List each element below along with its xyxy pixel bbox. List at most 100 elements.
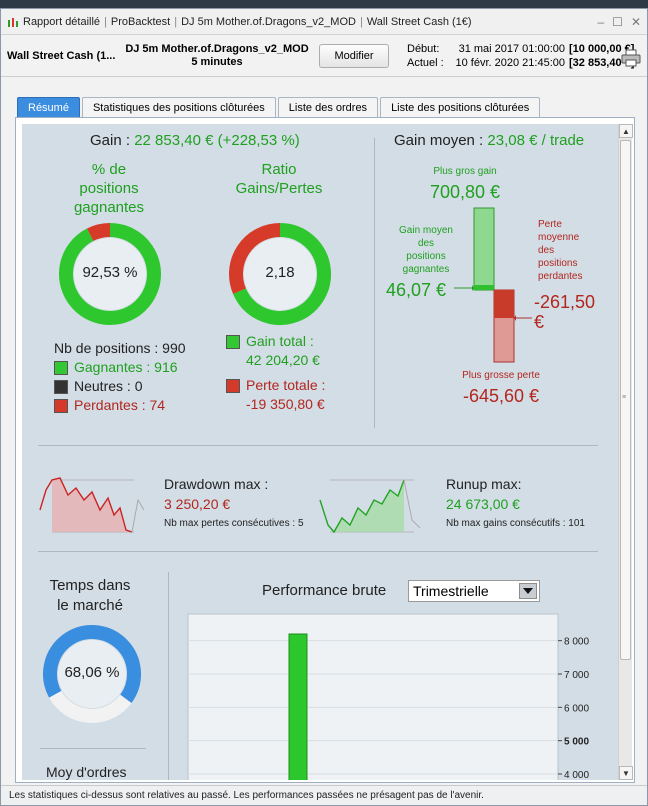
gain-total-label: Gain total :: [246, 333, 314, 349]
winning-pct-value: 92,53 %: [82, 264, 138, 281]
losers-legend-icon: [54, 399, 68, 413]
nb-positions: Nb de positions : 990: [54, 340, 186, 356]
tab-bar: Résumé Statistiques des positions clôtur…: [17, 97, 541, 117]
avg-gain-label: Gain moyen :: [394, 132, 484, 149]
current-value: [32 853,40 €]: [569, 56, 635, 69]
start-date: 31 mai 2017 01:00:00: [458, 42, 565, 55]
section-divider-1: [38, 445, 598, 446]
winning-pct-center: [74, 238, 146, 310]
biggest-gain-label: Plus gros gain: [433, 166, 497, 177]
market-time-title: Temps dans le marché: [49, 577, 131, 614]
avg-win-value: 46,07 €: [386, 280, 447, 300]
neutral-count: Neutres : 0: [74, 378, 143, 394]
tab-orders-list[interactable]: Liste des ordres: [277, 97, 379, 117]
chart-plot-area: [187, 613, 559, 780]
avg-loss-value: -261,50 €: [534, 292, 596, 332]
strategy-name: DJ 5m Mother.of.Dragons_v2_MOD: [125, 42, 309, 55]
instrument-name: Wall Street Cash (1...: [7, 49, 116, 62]
avg-gain-header: Gain moyen : 23,08 € / trade: [394, 132, 584, 149]
current-date: 10 févr. 2020 21:45:00: [455, 56, 565, 69]
vertical-scrollbar[interactable]: ▲ ≡ ▼: [618, 124, 633, 780]
minimize-icon[interactable]: –: [597, 14, 605, 29]
close-icon[interactable]: ✕: [630, 14, 641, 29]
ratio-value: 2,18: [265, 264, 295, 281]
chart-tick-label: 6 000: [564, 703, 589, 714]
ratio-donut: [229, 223, 331, 325]
winners-legend-icon: [54, 361, 68, 375]
loss-total-value: -19 350,80 €: [246, 396, 325, 412]
maximize-icon[interactable]: ☐: [612, 14, 623, 29]
market-time-center: [58, 640, 126, 708]
neutral-legend-icon: [54, 380, 68, 394]
title-item-strategy: DJ 5m Mother.of.Dragons_v2_MOD: [181, 15, 356, 28]
section-divider-vertical: [374, 138, 375, 428]
winning-pct-title: % de positions gagnantes: [73, 161, 145, 216]
dates-block: Début: 31 mai 2017 01:00:00 [10 000,00 €] …: [407, 42, 634, 70]
current-label: Actuel :: [407, 56, 444, 69]
chart-app-icon: [8, 17, 18, 27]
strategy-info: DJ 5m Mother.of.Dragons_v2_MOD 5 minutes: [119, 43, 315, 69]
runup-sub: Nb max gains consécutifs : 101: [446, 518, 585, 529]
timeframe: 5 minutes: [191, 55, 243, 68]
start-label: Début:: [407, 42, 440, 55]
gain-label: Gain :: [90, 132, 131, 149]
title-item-probacktest: ProBacktest: [110, 15, 171, 28]
winning-pct-donut: [59, 223, 161, 325]
chart-tick-label: 5 000: [564, 737, 589, 748]
scroll-down-icon[interactable]: ▼: [619, 766, 633, 780]
ratio-title: Ratio Gains/Pertes: [235, 161, 323, 197]
chart-tick-label: 4 000: [564, 770, 589, 780]
printer-icon[interactable]: [621, 49, 641, 67]
runup-sparkline: [319, 479, 421, 534]
drawdown-label: Drawdown max :: [164, 476, 269, 492]
modify-button[interactable]: Modifier: [319, 43, 389, 68]
start-value: [10 000,00 €]: [569, 42, 635, 55]
summary-panel: Gain : 22 853,40 € (+228,53 %) % de posi…: [15, 117, 635, 783]
drawdown-sparkline: [39, 477, 145, 533]
ratio-center: [244, 238, 316, 310]
title-bar: Rapport détaillé | ProBacktest | DJ 5m M…: [1, 9, 647, 35]
chart-tick-label: 8 000: [564, 637, 589, 648]
section-divider-vertical-2: [168, 572, 169, 780]
market-time-main-arc: [43, 625, 141, 703]
market-time-donut: [43, 625, 141, 723]
background-strip: [0, 0, 648, 8]
scroll-thumb[interactable]: [620, 140, 631, 660]
market-time-value: 68,06 %: [64, 664, 120, 681]
drawdown-sub: Nb max pertes consécutives : 5: [164, 518, 304, 529]
avg-orders-title: Moy d'ordres: [46, 764, 127, 780]
ratio-main-arc: [233, 223, 331, 325]
performance-bar-chart: 8 000 7 000 6 000 5 000 4 000: [187, 613, 589, 780]
winning-pct-rest-arc: [86, 223, 111, 242]
status-bar: Les statistiques ci-dessus sont relative…: [1, 785, 647, 805]
avg-win-label: Gain moyen des positions gagnantes: [399, 225, 453, 275]
loss-total-label: Perte totale :: [246, 377, 326, 393]
scroll-up-icon[interactable]: ▲: [619, 124, 633, 138]
tab-closed-positions-stats[interactable]: Statistiques des positions clôturées: [81, 97, 276, 117]
period-select[interactable]: Trimestrielle: [408, 580, 540, 602]
section-divider-2: [38, 551, 598, 552]
avg-gain-value: 23,08 € / trade: [487, 132, 585, 149]
gain-total-value: 42 204,20 €: [246, 352, 320, 368]
chart-tick-label: 7 000: [564, 670, 589, 681]
losers-count: Perdantes : 74: [74, 397, 166, 413]
market-divider: [40, 748, 146, 749]
report-window: Rapport détaillé | ProBacktest | DJ 5m M…: [0, 8, 648, 806]
title-item-instrument: Wall Street Cash (1€): [366, 15, 472, 28]
tab-resume[interactable]: Résumé: [17, 97, 80, 117]
period-selected-value: Trimestrielle: [413, 583, 489, 599]
chevron-down-icon[interactable]: [519, 583, 537, 599]
biggest-loss-label: Plus grosse perte: [462, 370, 540, 381]
gain-total-icon: [226, 335, 240, 349]
gain-loss-bars: [454, 207, 532, 363]
winners-count: Gagnantes : 916: [74, 359, 178, 375]
chart-bar: [288, 633, 308, 780]
drawdown-value: 3 250,20 €: [164, 496, 231, 512]
avg-loss-label: Perte moyenne des positions perdantes: [538, 219, 583, 282]
runup-label: Runup max:: [446, 476, 522, 492]
runup-value: 24 673,00 €: [446, 496, 520, 512]
title-item-report: Rapport détaillé: [23, 15, 101, 28]
ratio-rest-arc: [229, 223, 281, 294]
grip-icon: ≡: [622, 394, 627, 401]
tab-closed-positions-list[interactable]: Liste des positions clôturées: [380, 97, 541, 117]
